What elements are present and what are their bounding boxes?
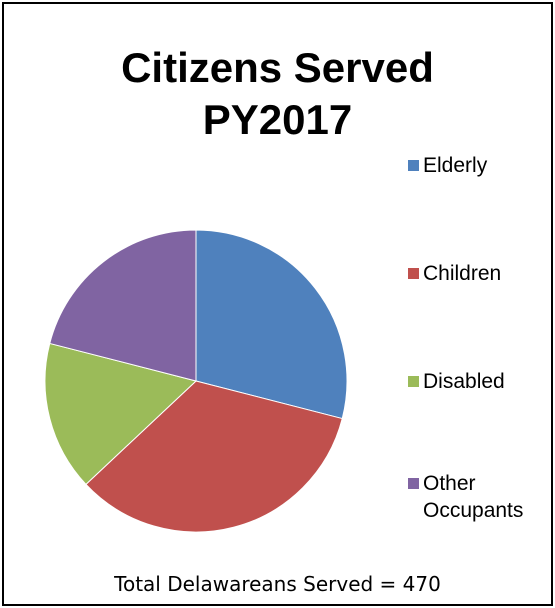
legend-label-children: Children xyxy=(423,262,502,285)
pie-slice-elderly xyxy=(195,229,348,420)
legend-swatch-disabled xyxy=(408,376,419,387)
legend-item-elderly: Elderly xyxy=(408,152,548,179)
legend-label-disabled: Disabled xyxy=(423,370,505,393)
chart-footnote: Total Delawareans Served = 470 xyxy=(114,572,441,596)
legend-swatch-other-occupants xyxy=(408,478,419,489)
legend-item-other-occupants: Other Occupants xyxy=(408,470,548,524)
pie-slice-children xyxy=(85,380,343,533)
pie-chart xyxy=(44,229,348,533)
legend-label-other-occupants: Other Occupants xyxy=(423,472,524,522)
pie-slice-disabled xyxy=(44,342,198,486)
chart-title-line-2: PY2017 xyxy=(202,96,353,143)
legend-label-elderly: Elderly xyxy=(423,154,488,177)
chart-title: Citizens Served PY2017 xyxy=(4,42,551,146)
legend-swatch-children xyxy=(408,268,419,279)
chart-title-line-1: Citizens Served xyxy=(121,44,434,91)
legend-swatch-elderly xyxy=(408,160,419,171)
chart-legend: Elderly Children Disabled Other Occupant… xyxy=(408,4,548,564)
legend-item-children: Children xyxy=(408,260,548,287)
pie-slice-other-occupants xyxy=(49,229,197,382)
legend-item-disabled: Disabled xyxy=(408,368,548,395)
